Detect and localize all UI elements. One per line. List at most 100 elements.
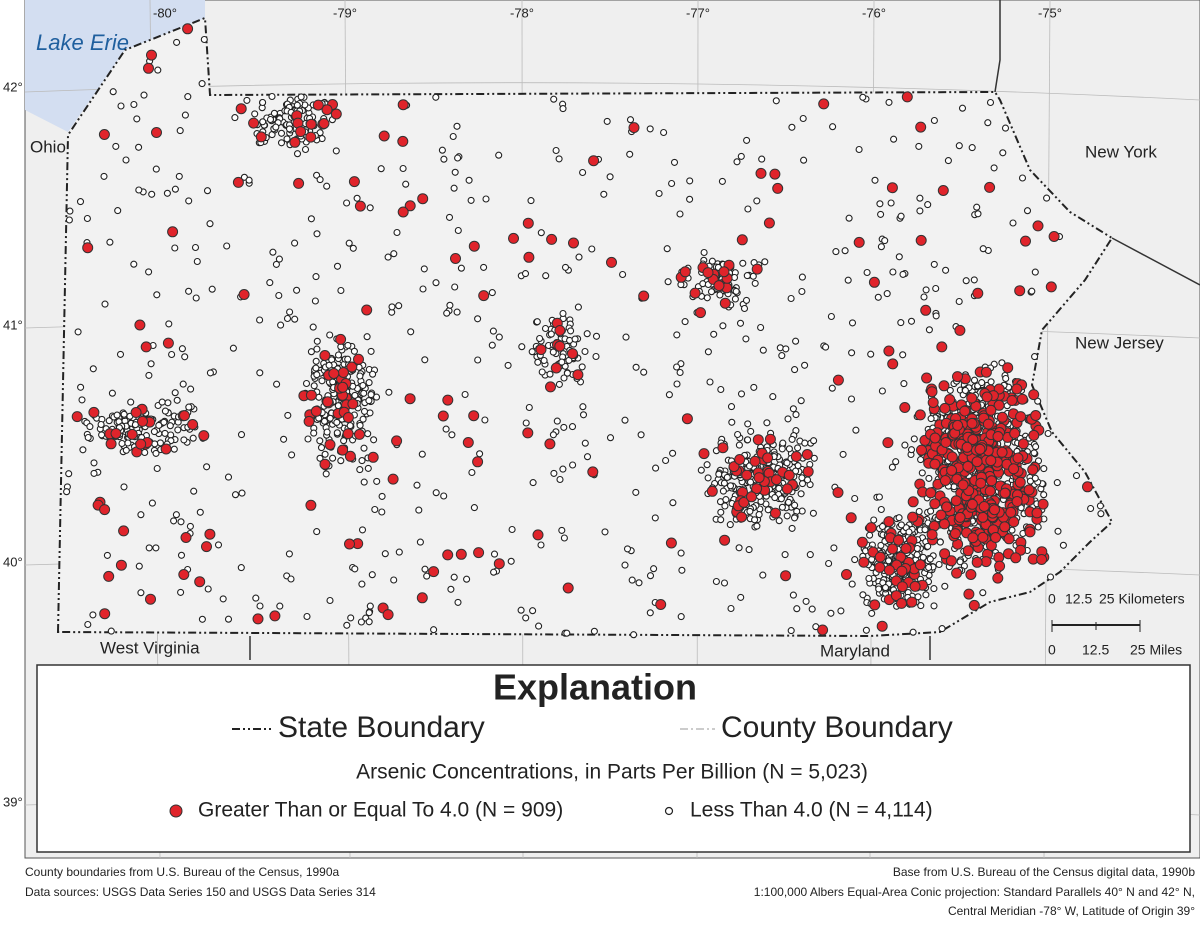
scale-bar: 0 12.5 25 Kilometers 0 12.5 25 Miles bbox=[1048, 591, 1185, 658]
sample-site-low bbox=[775, 484, 783, 492]
sample-site-low bbox=[710, 330, 718, 338]
sample-site-low bbox=[173, 38, 181, 46]
sample-site-low bbox=[865, 574, 873, 583]
sample-site-low bbox=[360, 478, 368, 486]
sample-site-low bbox=[717, 516, 725, 524]
sample-site-low bbox=[753, 522, 761, 530]
sample-site-low bbox=[979, 245, 987, 253]
sample-site-high bbox=[992, 431, 1004, 442]
sample-site-low bbox=[852, 426, 860, 434]
sample-site-high bbox=[417, 193, 429, 205]
sample-site-high bbox=[939, 402, 951, 414]
sample-site-low bbox=[474, 356, 482, 364]
sample-site-low bbox=[650, 565, 658, 573]
sample-site-high bbox=[772, 182, 784, 194]
sample-site-high bbox=[295, 126, 307, 138]
sample-site-low bbox=[946, 386, 954, 394]
sample-site-low bbox=[359, 415, 367, 423]
sample-site-high bbox=[926, 529, 938, 541]
sample-site-low bbox=[176, 127, 184, 135]
sample-site-low bbox=[665, 391, 673, 399]
sample-site-low bbox=[208, 285, 216, 293]
sample-site-low bbox=[166, 422, 174, 430]
sample-site-low bbox=[606, 434, 615, 442]
sample-site-low bbox=[686, 177, 694, 185]
sample-site-low bbox=[168, 350, 176, 359]
sample-site-low bbox=[962, 277, 970, 285]
sample-site-low bbox=[163, 189, 171, 197]
sample-site-low bbox=[1044, 429, 1052, 438]
sample-site-low bbox=[678, 566, 686, 574]
sample-site-low bbox=[916, 207, 924, 215]
sample-site-low bbox=[727, 403, 736, 411]
sample-site-low bbox=[958, 104, 967, 112]
sample-site-low bbox=[568, 423, 577, 431]
sample-site-low bbox=[326, 596, 334, 605]
sample-site-low bbox=[127, 398, 135, 406]
sample-site-low bbox=[438, 146, 446, 154]
sample-site-high bbox=[1014, 476, 1026, 488]
sample-site-low bbox=[778, 352, 786, 360]
sample-site-high bbox=[478, 290, 490, 302]
sample-site-low bbox=[876, 200, 884, 208]
sample-site-high bbox=[638, 290, 650, 302]
sample-site-high bbox=[770, 507, 781, 519]
longitude-label: -78° bbox=[510, 5, 534, 20]
sample-site-low bbox=[635, 579, 643, 587]
sample-site-high bbox=[655, 599, 667, 610]
sample-site-low bbox=[440, 492, 448, 500]
sample-site-high bbox=[957, 479, 969, 491]
sample-site-low bbox=[1018, 174, 1027, 182]
sample-site-low bbox=[875, 493, 883, 501]
sample-site-low bbox=[1040, 491, 1048, 499]
sample-site-low bbox=[799, 114, 807, 123]
place-label: West Virginia bbox=[100, 638, 200, 657]
sample-site-low bbox=[407, 328, 415, 336]
sample-site-low bbox=[293, 101, 301, 109]
sample-site-low bbox=[1097, 510, 1105, 518]
sample-site-low bbox=[662, 456, 670, 465]
sample-site-high bbox=[717, 442, 729, 454]
sample-site-low bbox=[453, 308, 461, 316]
sample-site-high bbox=[473, 547, 485, 559]
sample-site-low bbox=[490, 550, 499, 558]
sample-site-high bbox=[269, 610, 281, 622]
sample-site-low bbox=[273, 380, 281, 388]
sample-site-low bbox=[343, 621, 351, 629]
sample-site-low bbox=[984, 119, 992, 127]
sample-site-low bbox=[783, 459, 791, 467]
sample-site-low bbox=[488, 289, 496, 297]
sample-site-low bbox=[1002, 374, 1010, 383]
longitude-label: -75° bbox=[1038, 5, 1062, 20]
sample-site-high bbox=[322, 396, 334, 408]
sample-site-low bbox=[77, 383, 85, 391]
sample-site-low bbox=[378, 508, 386, 516]
sample-site-low bbox=[251, 110, 259, 118]
sample-site-high bbox=[1008, 463, 1020, 475]
sample-site-low bbox=[737, 390, 746, 398]
sample-site-high bbox=[695, 307, 706, 319]
sample-site-low bbox=[521, 270, 530, 278]
legend-subtitle: Arsenic Concentrations, in Parts Per Bil… bbox=[356, 761, 868, 784]
sample-site-low bbox=[332, 147, 340, 155]
sample-site-low bbox=[918, 469, 926, 477]
sample-site-high bbox=[762, 452, 774, 464]
sample-site-high bbox=[915, 234, 927, 246]
sample-site-high bbox=[887, 543, 898, 555]
sample-site-high bbox=[342, 412, 354, 423]
sample-site-low bbox=[378, 492, 386, 500]
sample-site-low bbox=[528, 348, 536, 356]
sample-site-high bbox=[468, 410, 480, 422]
sample-site-low bbox=[646, 609, 654, 617]
sample-site-low bbox=[885, 98, 893, 106]
sample-site-high bbox=[985, 455, 997, 467]
sample-site-low bbox=[450, 573, 458, 581]
sample-site-low bbox=[986, 98, 995, 107]
sample-site-high bbox=[801, 449, 813, 460]
sample-site-high bbox=[802, 466, 814, 478]
sample-site-low bbox=[1054, 527, 1062, 535]
sample-site-high bbox=[865, 522, 877, 534]
sample-site-high bbox=[741, 469, 753, 481]
sample-site-low bbox=[370, 436, 378, 444]
sample-site-high bbox=[145, 593, 156, 605]
